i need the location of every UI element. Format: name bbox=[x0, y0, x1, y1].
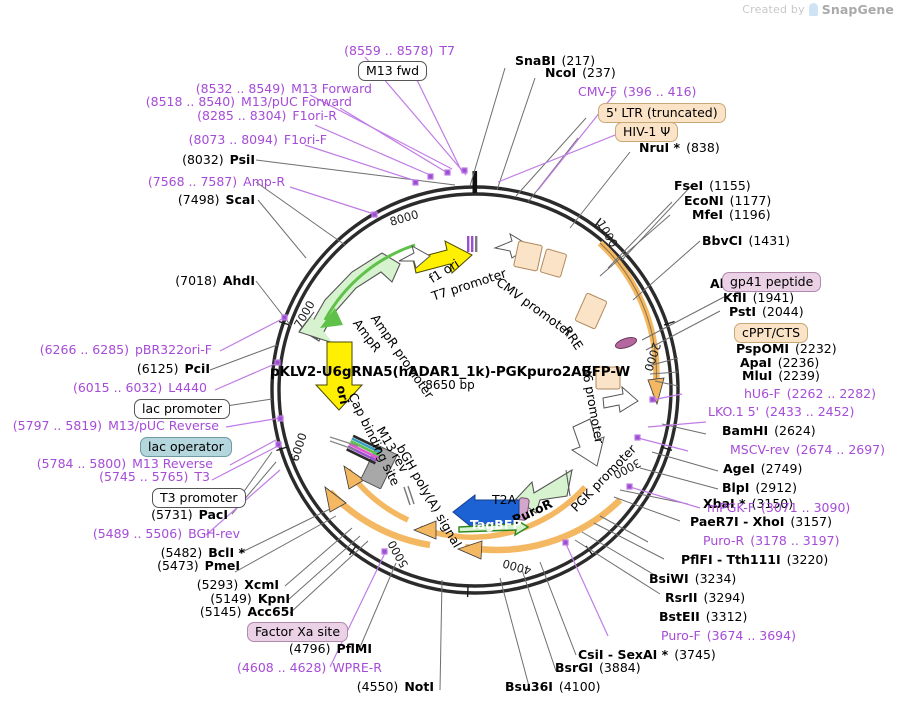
feature-ampr-outline bbox=[320, 243, 416, 328]
label-m13-puc-reverse: (5797 .. 5819) M13/pUC Reverse bbox=[12, 418, 219, 433]
label-bsteii: BstEII (3312) bbox=[659, 609, 748, 624]
snapgene-logo-icon bbox=[808, 3, 818, 16]
label-econi: EcoNI (1177) bbox=[684, 193, 772, 208]
capsule-t3-promoter: T3 promoter bbox=[152, 488, 246, 508]
feature-arcs bbox=[324, 240, 665, 560]
label-t3-primer: (5745 .. 5765) T3 bbox=[99, 469, 210, 484]
label-f1ori-r: (8285 .. 8304) F1ori-R bbox=[197, 108, 337, 123]
label-csii-sexai: CsiI - SexAI * (3745) bbox=[578, 647, 716, 662]
label-mfei: MfeI (1196) bbox=[692, 207, 771, 222]
feature-cap-binding bbox=[329, 436, 359, 451]
label-pflfi-tth111i: PflFI - Tth111I (3220) bbox=[681, 552, 829, 567]
label-m13-puc-forward: (8518 .. 8540) M13/pUC Forward bbox=[145, 94, 352, 109]
capsule-5-ltr-truncated: 5' LTR (truncated) bbox=[598, 103, 726, 123]
label-acc65i: (5145) Acc65I bbox=[199, 604, 294, 619]
feature-t7-promoter bbox=[467, 236, 478, 252]
capsule-factor-xa-site: Factor Xa site bbox=[247, 622, 349, 642]
label-puro-r: Puro-R (3178 .. 3197) bbox=[703, 533, 840, 548]
label-rsrii: RsrII (3294) bbox=[665, 590, 746, 605]
leader-lines-black bbox=[209, 67, 725, 691]
label-bsrgi: BsrGI (3884) bbox=[555, 660, 641, 675]
capsule-lac-operator: lac operator bbox=[140, 437, 232, 457]
label-pmei: (5473) PmeI bbox=[157, 558, 240, 573]
label-m13-forward: (8532 .. 8549) M13 Forward bbox=[195, 81, 372, 96]
label-bclii: (5482) BclI * bbox=[160, 545, 245, 560]
label-l4440: (6015 .. 6032) L4440 bbox=[72, 380, 207, 395]
label-mscv-rev: MSCV-rev (2674 .. 2697) bbox=[730, 442, 886, 457]
label-xcmi: (5293) XcmI bbox=[196, 577, 279, 592]
label-pcii: (6125) PciI bbox=[136, 361, 210, 376]
label-bgh-rev: (5489 .. 5506) BGH-rev bbox=[92, 526, 240, 541]
feature-mcs-stripes bbox=[346, 434, 383, 465]
label-pbr322ori-f: (6266 .. 6285) pBR322ori-F bbox=[39, 342, 212, 357]
label-apai: ApaI (2236) bbox=[740, 355, 820, 370]
label-mpgk-f: mPGK-F (3071 .. 3090) bbox=[707, 500, 851, 515]
label-bbvci: BbvCI (1431) bbox=[702, 233, 791, 248]
watermark-brand: SnapGene bbox=[821, 2, 894, 17]
feature-cppt bbox=[595, 366, 621, 390]
label-lko1-5prime: LKO.1 5' (2433 .. 2452) bbox=[708, 404, 855, 419]
feature-f1-ori bbox=[412, 240, 473, 274]
capsule-lac-promoter: lac promoter bbox=[134, 399, 230, 419]
feature-label-t2a: T2A bbox=[492, 492, 517, 507]
label-ncoi: NcoI (237) bbox=[545, 65, 616, 80]
label-hu6-f: hU6-F (2262 .. 2282) bbox=[744, 386, 877, 401]
label-bsiwi: BsiWI (3234) bbox=[649, 571, 737, 586]
label-m13-reverse: (5784 .. 5800) M13 Reverse bbox=[36, 456, 213, 471]
label-bsu36i: Bsu36I (4100) bbox=[505, 679, 601, 694]
feature-u6-promoter bbox=[602, 385, 639, 413]
origin-tick bbox=[472, 171, 478, 193]
plasmid-size: 8650 bp bbox=[425, 378, 475, 392]
feature-pgk-promoter bbox=[570, 418, 605, 467]
label-puro-f: Puro-F (3674 .. 3694) bbox=[661, 628, 796, 643]
capsule-m13-fwd: M13 fwd bbox=[358, 61, 428, 81]
label-pspomi: PspOMI (2232) bbox=[736, 341, 837, 356]
label-blpi: BlpI (2912) bbox=[722, 480, 797, 495]
label-psii: (8032) PsiI bbox=[182, 152, 255, 167]
label-cmv-f: CMV-F (396 .. 416) bbox=[578, 84, 697, 99]
label-paci: (5731) PacI bbox=[151, 507, 228, 522]
label-snabi: SnaBI (217) bbox=[515, 53, 596, 68]
label-xbai: XbaI * (3150) bbox=[703, 496, 794, 511]
feature-tagbfp-cds bbox=[458, 517, 530, 537]
label-kpni: (5149) KpnI bbox=[210, 591, 290, 606]
label-fsei: FseI (1155) bbox=[674, 178, 751, 193]
feature-cmv-promoter bbox=[493, 232, 567, 278]
label-pflmi: (4796) PflMI bbox=[288, 641, 372, 656]
label-noti: (4550) NotI bbox=[356, 679, 434, 694]
feature-bgh-polya bbox=[360, 444, 415, 506]
label-mlui: MluI (2239) bbox=[742, 368, 820, 383]
feature-ori bbox=[314, 341, 364, 411]
label-amp-r: (7568 .. 7587) Amp-R bbox=[147, 174, 285, 189]
feature-ampr-promoter bbox=[398, 244, 431, 269]
label-f1ori-f: (8073 .. 8094) F1ori-F bbox=[188, 132, 327, 147]
feature-gp41 bbox=[614, 337, 638, 349]
watermark-prefix: Created by bbox=[742, 3, 805, 16]
feature-label-tagbfp: TagBFP bbox=[470, 517, 522, 532]
label-agei: AgeI (2749) bbox=[723, 461, 803, 476]
label-nrui: NruI * (838) bbox=[639, 140, 720, 155]
label-kfli: KflI (1941) bbox=[723, 290, 795, 305]
feature-rre bbox=[574, 292, 608, 330]
plasmid-name: pKLV2-U6gRNA5(hADAR1_1k)-PGKpuro2ABFP-W bbox=[269, 364, 631, 380]
label-scai: (7498) ScaI bbox=[177, 192, 255, 207]
label-t7-primer: (8559 .. 8578) T7 bbox=[344, 43, 455, 58]
label-ahdi: (7018) AhdI bbox=[175, 273, 255, 288]
label-psti: PstI (2044) bbox=[729, 304, 804, 319]
snapgene-watermark: Created by SnapGene bbox=[742, 2, 894, 17]
capsule-gp41-peptide: gp41 peptide bbox=[722, 272, 822, 292]
capsule-cppt-cts: cPPT/CTS bbox=[734, 323, 809, 343]
capsule-hiv1-psi: HIV-1 Ψ bbox=[615, 122, 679, 142]
label-paer7i-xhoi: PaeR7I - XhoI (3157) bbox=[690, 514, 832, 529]
label-wpre-r: (4608 .. 4628) WPRE-R bbox=[237, 660, 382, 675]
label-bamhi: BamHI (2624) bbox=[722, 423, 816, 438]
